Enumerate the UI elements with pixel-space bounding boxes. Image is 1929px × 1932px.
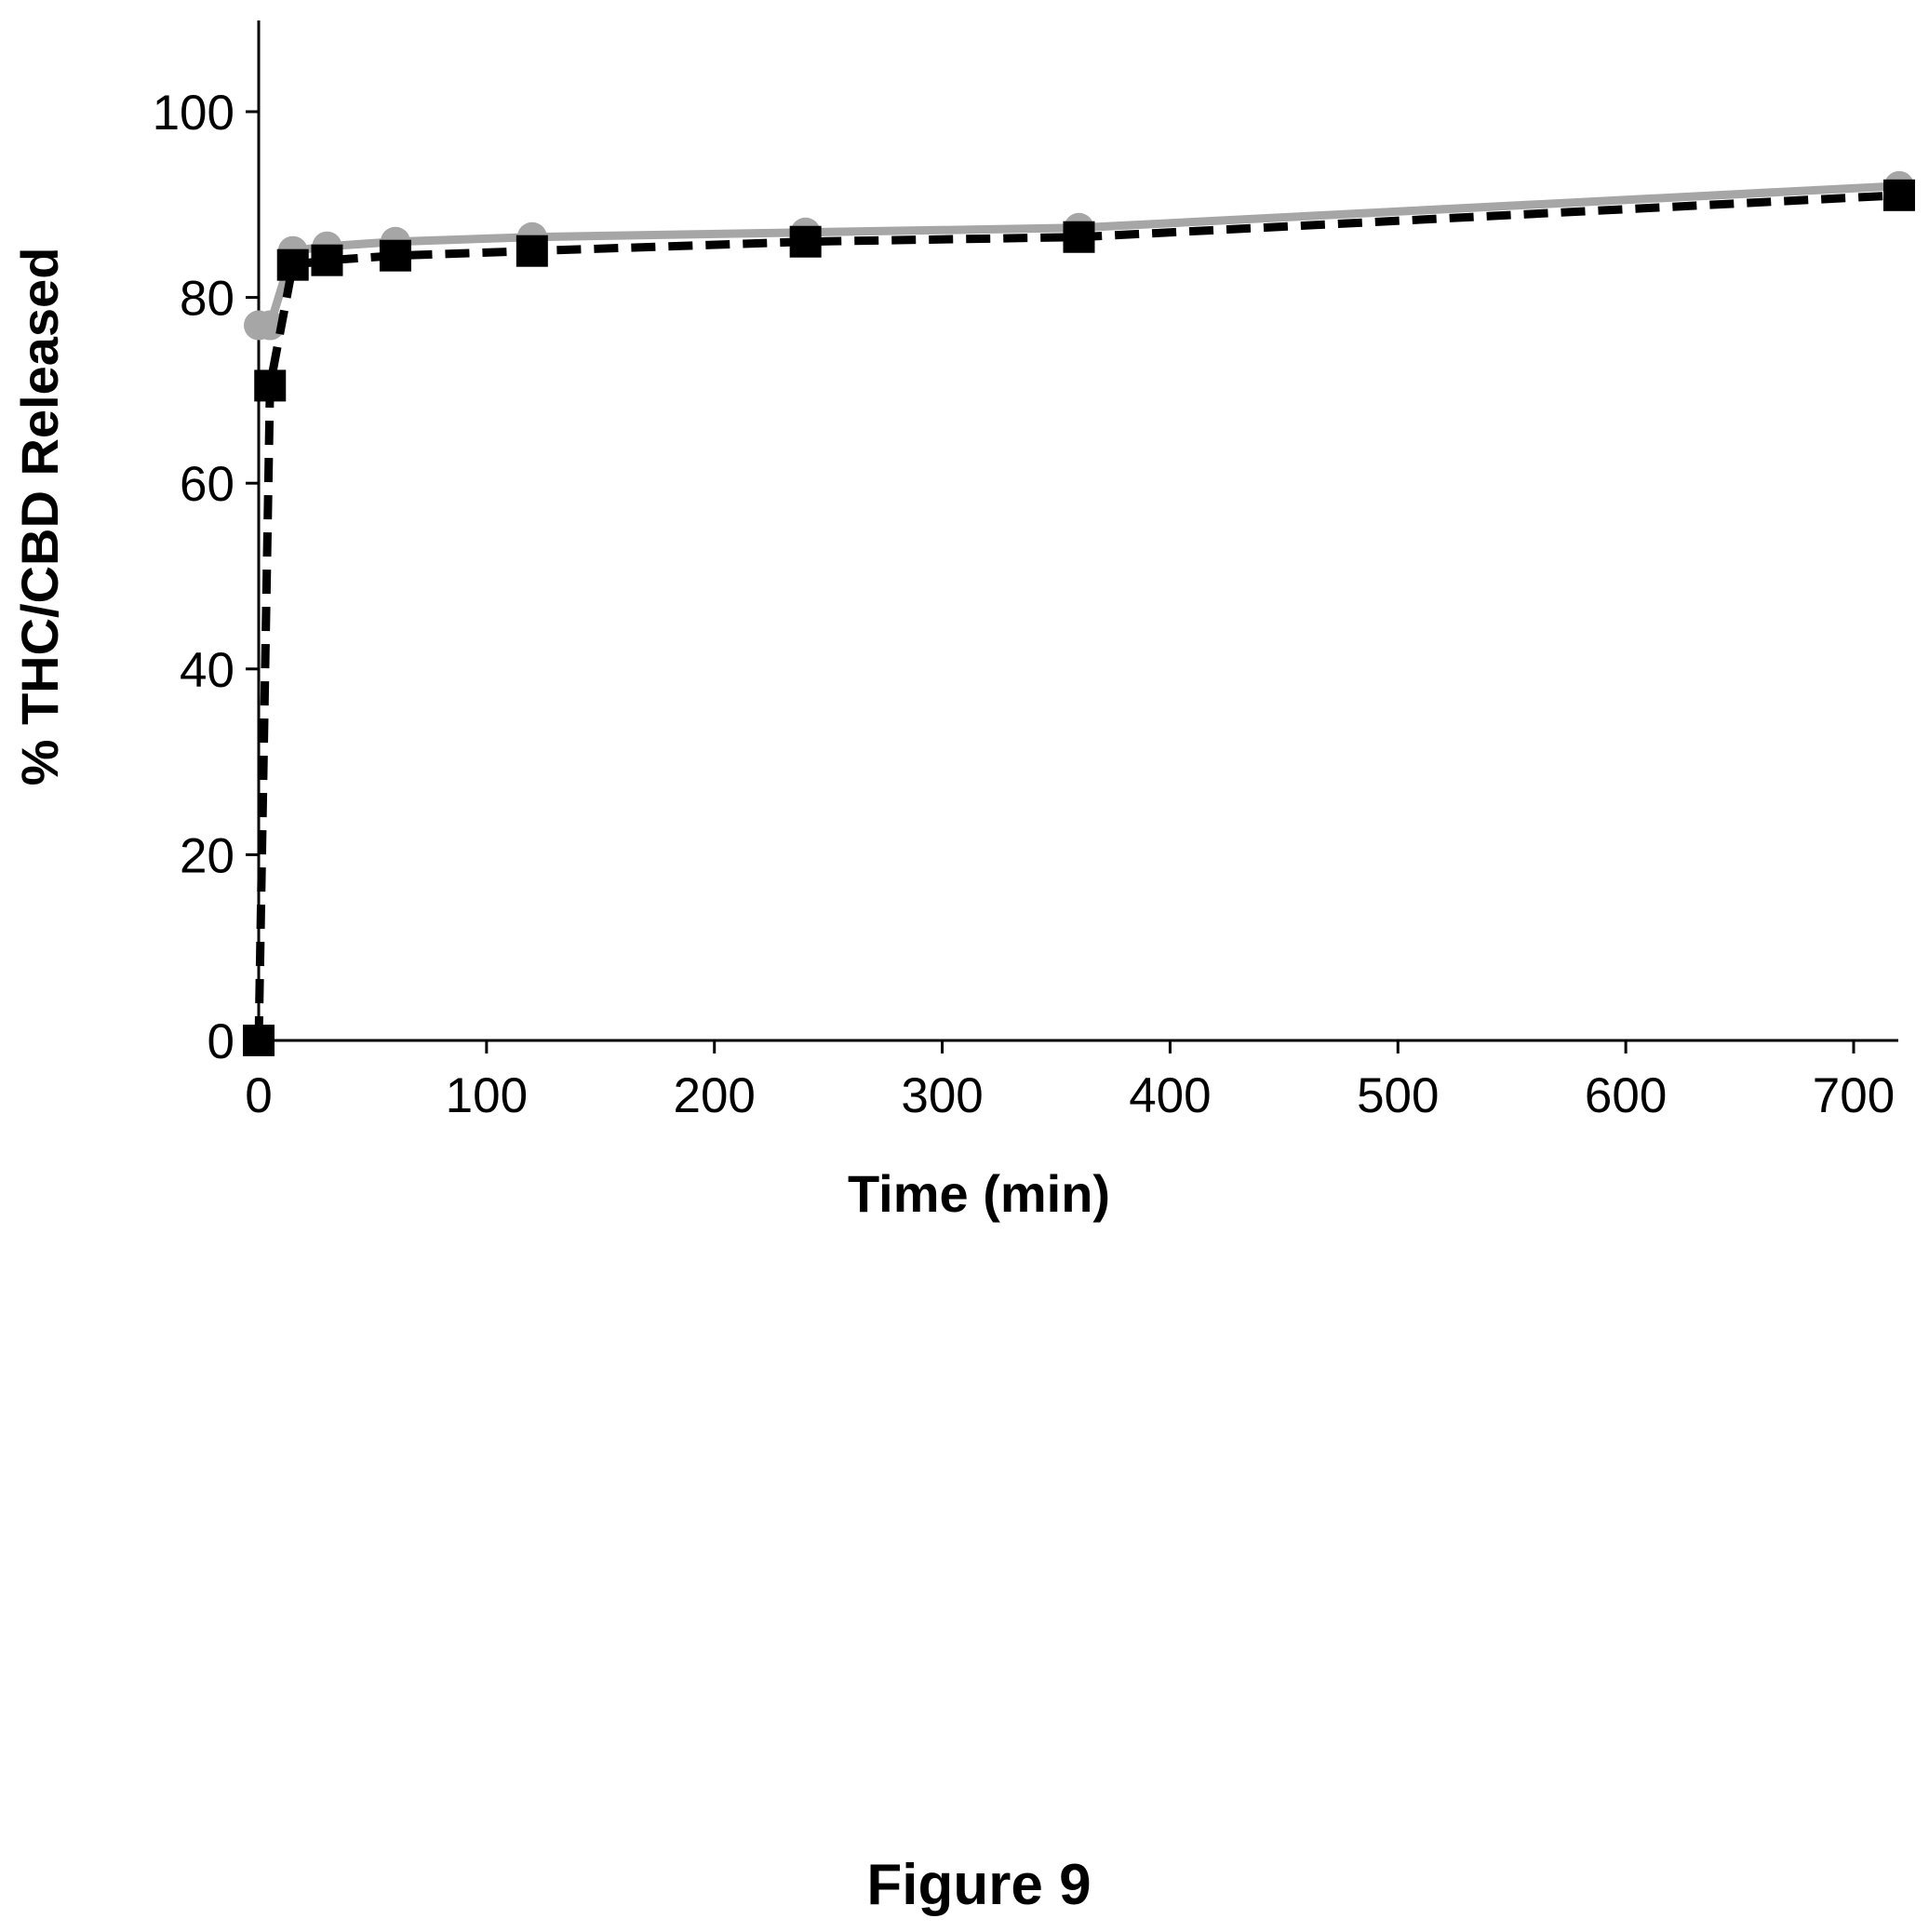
series-2-line bbox=[254, 191, 1900, 1041]
x-tick-label: 300 bbox=[901, 1068, 983, 1123]
x-axis-title: Time (min) bbox=[848, 1164, 1110, 1223]
series-2-point bbox=[243, 1025, 275, 1056]
y-tick-label: 100 bbox=[153, 86, 234, 141]
x-tick-label: 600 bbox=[1585, 1068, 1667, 1123]
series-2-point bbox=[254, 369, 287, 402]
series-layer bbox=[243, 170, 1915, 1056]
y-tick-label: 20 bbox=[180, 828, 234, 883]
x-tick-label: 200 bbox=[673, 1068, 755, 1123]
axes: 0 20 40 60 80 100 0 100 200 300 400 500 600 700 bbox=[153, 20, 1898, 1123]
y-tick-label: 80 bbox=[180, 272, 234, 327]
y-tick-label: 60 bbox=[180, 457, 234, 512]
x-tick-label: 100 bbox=[446, 1068, 528, 1123]
x-tick-label: 0 bbox=[245, 1068, 272, 1123]
x-tick-label: 700 bbox=[1813, 1068, 1895, 1123]
series-2-point bbox=[789, 225, 822, 258]
series-2-point bbox=[276, 248, 309, 281]
series-2-point bbox=[1882, 179, 1915, 211]
figure-caption: Figure 9 bbox=[866, 1853, 1091, 1917]
x-tick-label: 400 bbox=[1129, 1068, 1211, 1123]
y-axis-title: % THC/CBD Released bbox=[10, 248, 69, 786]
series-2-point bbox=[311, 244, 343, 276]
y-tick-label: 0 bbox=[208, 1014, 234, 1069]
series-2-point bbox=[1063, 221, 1095, 253]
series-2-point bbox=[516, 235, 548, 267]
y-tick-label: 40 bbox=[180, 643, 234, 698]
x-tick-label: 500 bbox=[1357, 1068, 1439, 1123]
series-2-point bbox=[379, 239, 411, 272]
